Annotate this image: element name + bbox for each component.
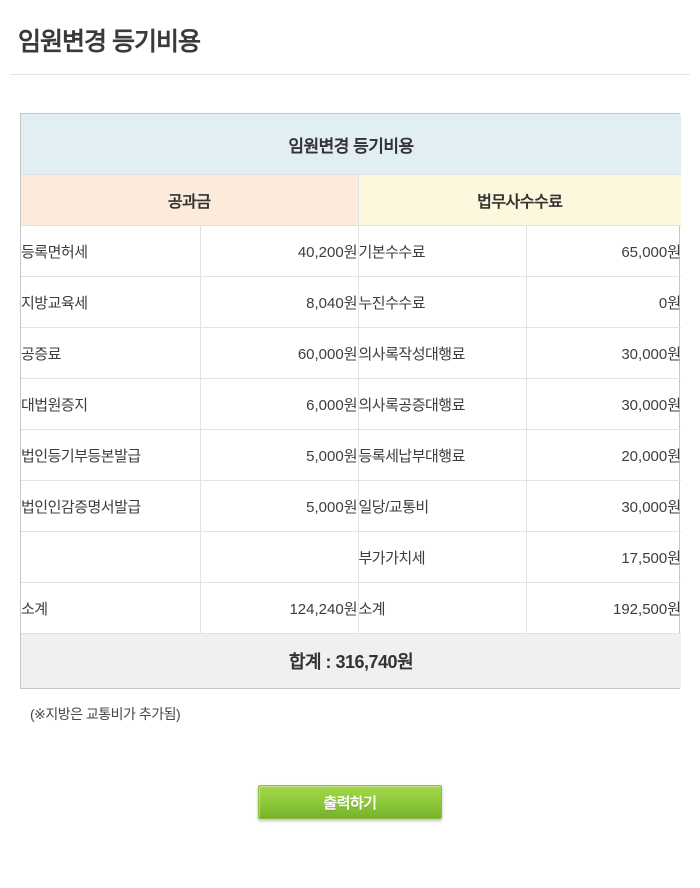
cost-value: 30,000원 [525,378,682,430]
table-row: 등록면허세 40,200원 기본수수료 65,000원 [20,225,682,277]
cost-table-frame: 임원변경 등기비용 공과금 법무사수수료 등록면허세 40,200원 기본수수료… [20,113,682,689]
cost-value: 65,000원 [525,225,682,277]
cost-value: 17,500원 [525,531,682,583]
table-row: 부가가치세 17,500원 [20,531,682,583]
table-row: 공증료 60,000원 의사록작성대행료 30,000원 [20,327,682,379]
cost-value: 20,000원 [525,429,682,481]
table-title-row: 임원변경 등기비용 [20,113,682,175]
table-row: 대법원증지 6,000원 의사록공증대행료 30,000원 [20,378,682,430]
cost-label: 등록세납부대행료 [357,429,527,481]
cost-label: 누진수수료 [357,276,527,328]
table-row: 소계 124,240원 소계 192,500원 [20,582,682,634]
cost-label: 소계 [357,582,527,634]
cost-value: 0원 [525,276,682,328]
cost-label: 부가가치세 [357,531,527,583]
cost-label: 소계 [20,582,201,634]
section-header-row: 공과금 법무사수수료 [20,174,682,226]
cost-table: 임원변경 등기비용 공과금 법무사수수료 등록면허세 40,200원 기본수수료… [20,113,682,689]
cost-value: 8,040원 [199,276,359,328]
cost-label: 대법원증지 [20,378,201,430]
cost-label [20,531,201,583]
page-title: 임원변경 등기비용 [18,28,201,56]
title-divider [10,74,690,75]
table-row: 법인등기부등본발급 5,000원 등록세납부대행료 20,000원 [20,429,682,481]
cost-value: 5,000원 [199,429,359,481]
cost-value: 124,240원 [199,582,359,634]
cost-label: 기본수수료 [357,225,527,277]
footnote: (※지방은 교통비가 추가됨) [30,706,181,722]
cost-value: 5,000원 [199,480,359,532]
cost-value: 30,000원 [525,327,682,379]
cost-value: 6,000원 [199,378,359,430]
section-header-taxes: 공과금 [20,174,359,226]
cost-label: 의사록작성대행료 [357,327,527,379]
cost-value: 192,500원 [525,582,682,634]
cost-label: 등록면허세 [20,225,201,277]
cost-label: 법인등기부등본발급 [20,429,201,481]
cost-value: 30,000원 [525,480,682,532]
grand-total: 합계 : 316,740원 [20,633,682,689]
page: 임원변경 등기비용 임원변경 등기비용 공과금 법무사수수료 등록면허세 40,… [0,27,700,888]
cost-label: 일당/교통비 [357,480,527,532]
table-title: 임원변경 등기비용 [20,113,682,175]
cost-label: 의사록공증대행료 [357,378,527,430]
cost-label: 법인인감증명서발급 [20,480,201,532]
print-button[interactable]: 출력하기 [258,785,442,819]
cost-label: 공증료 [20,327,201,379]
cost-label: 지방교육세 [20,276,201,328]
cost-value: 40,200원 [199,225,359,277]
table-row: 지방교육세 8,040원 누진수수료 0원 [20,276,682,328]
grand-total-row: 합계 : 316,740원 [20,633,682,689]
table-row: 법인인감증명서발급 5,000원 일당/교통비 30,000원 [20,480,682,532]
cost-value: 60,000원 [199,327,359,379]
cost-value [199,531,359,583]
section-header-legal-fee: 법무사수수료 [357,174,682,226]
